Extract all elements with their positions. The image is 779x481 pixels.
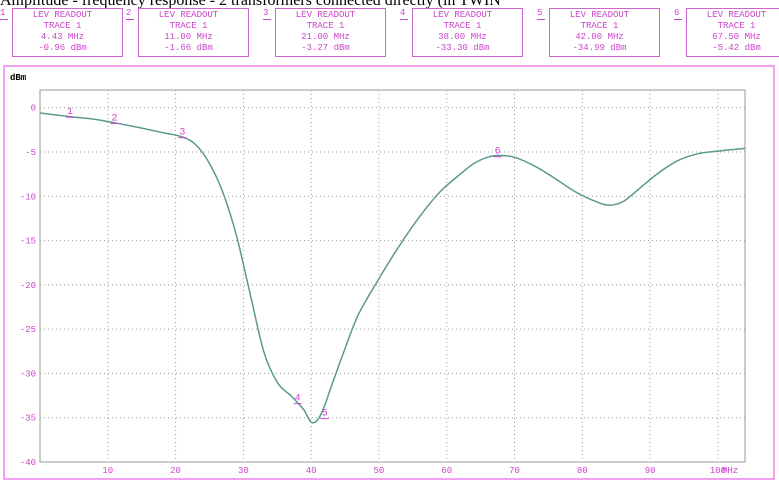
x-tick-label: 100 — [710, 466, 726, 476]
readout-frame — [12, 8, 123, 57]
readout-frame — [275, 8, 386, 57]
y-tick-label: -30 — [20, 369, 36, 379]
y-tick-label: -10 — [20, 192, 36, 202]
x-axis-label: MHz — [722, 466, 738, 476]
y-tick-label: 0 — [31, 104, 36, 114]
y-tick-label: -20 — [20, 281, 36, 291]
readout-marker-underline — [0, 19, 8, 20]
y-tick-label: -5 — [25, 148, 36, 158]
readout-marker-underline — [263, 19, 271, 20]
readout-box-6: 6 LEV READOUT TRACE 1 67.50 MHz -5.42 dBm — [674, 8, 779, 59]
x-tick-label: 60 — [441, 466, 452, 476]
readout-line-2: TRACE 1 — [306, 21, 345, 31]
y-tick-label: -35 — [20, 414, 36, 424]
readout-line-4: -0.96 dBm — [38, 43, 87, 53]
readout-marker-underline — [537, 19, 545, 20]
readout-marker-underline — [400, 19, 408, 20]
readout-line-2: TRACE 1 — [43, 21, 82, 31]
readout-text: LEV READOUT TRACE 1 67.50 MHz -5.42 dBm — [688, 10, 779, 54]
x-tick-label: 70 — [509, 466, 520, 476]
readout-line-3: 38.00 MHz — [438, 32, 487, 42]
readout-line-3: 4.43 MHz — [40, 32, 85, 42]
readout-line-2: TRACE 1 — [169, 21, 208, 31]
readout-marker-number: 1 — [0, 8, 6, 18]
readout-line-2: TRACE 1 — [443, 21, 482, 31]
x-tick-label: 10 — [102, 466, 113, 476]
readout-frame — [138, 8, 249, 57]
readout-text: LEV READOUT TRACE 1 38.00 MHz -33.30 dBm — [414, 10, 511, 54]
readout-marker-underline — [674, 19, 682, 20]
readout-line-4: -34.99 dBm — [572, 43, 627, 53]
readout-marker-number: 5 — [537, 8, 543, 18]
readout-line-3: 42.00 MHz — [575, 32, 624, 42]
readout-text: LEV READOUT TRACE 1 4.43 MHz -0.96 dBm — [14, 10, 111, 54]
marker-label-2: 2 — [112, 113, 118, 124]
readout-text: LEV READOUT TRACE 1 21.00 MHz -3.27 dBm — [277, 10, 374, 54]
chart-title: Amplitude - frequency response - 2 trans… — [0, 0, 501, 9]
x-tick-label: 30 — [238, 466, 249, 476]
readout-marker-underline — [126, 19, 134, 20]
readout-line-1: LEV READOUT — [32, 10, 93, 20]
readout-line-1: LEV READOUT — [295, 10, 356, 20]
readout-line-1: LEV READOUT — [706, 10, 767, 20]
y-tick-label: -15 — [20, 237, 36, 247]
y-tick-label: -25 — [20, 325, 36, 335]
readout-line-4: -33.30 dBm — [435, 43, 490, 53]
readout-box-2: 2 LEV READOUT TRACE 1 11.00 MHz -1.66 dBm — [126, 8, 249, 59]
marker-label-5: 5 — [322, 409, 328, 420]
readout-marker-number: 3 — [263, 8, 269, 18]
readout-frame — [686, 8, 779, 57]
readout-text: LEV READOUT TRACE 1 11.00 MHz -1.66 dBm — [140, 10, 237, 54]
readout-line-1: LEV READOUT — [432, 10, 493, 20]
readout-frame — [412, 8, 523, 57]
readout-line-3: 67.50 MHz — [712, 32, 761, 42]
readout-box-1: 1 LEV READOUT TRACE 1 4.43 MHz -0.96 dBm — [0, 8, 123, 59]
x-tick-label: 90 — [645, 466, 656, 476]
marker-label-6: 6 — [495, 147, 501, 158]
readout-text: LEV READOUT TRACE 1 42.00 MHz -34.99 dBm — [551, 10, 648, 54]
readout-line-4: -3.27 dBm — [301, 43, 350, 53]
readout-box-4: 4 LEV READOUT TRACE 1 38.00 MHz -33.30 dBm — [400, 8, 523, 59]
readout-line-4: -5.42 dBm — [712, 43, 761, 53]
readout-box-3: 3 LEV READOUT TRACE 1 21.00 MHz -3.27 dBm — [263, 8, 386, 59]
plot-border — [39, 89, 746, 463]
x-tick-label: 20 — [170, 466, 181, 476]
y-axis-label: dBm — [10, 73, 27, 83]
readout-marker-number: 2 — [126, 8, 132, 18]
y-tick-label: -40 — [20, 458, 36, 468]
chart-frame — [3, 65, 775, 480]
readout-line-1: LEV READOUT — [158, 10, 219, 20]
readout-marker-number: 6 — [674, 8, 680, 18]
marker-label-1: 1 — [67, 107, 73, 118]
x-tick-label: 40 — [306, 466, 317, 476]
x-tick-label: 80 — [577, 466, 588, 476]
readout-line-2: TRACE 1 — [717, 21, 756, 31]
trace-1-line — [39, 112, 746, 424]
readout-line-1: LEV READOUT — [569, 10, 630, 20]
x-tick-label: 50 — [374, 466, 385, 476]
readout-box-5: 5 LEV READOUT TRACE 1 42.00 MHz -34.99 dBm — [537, 8, 660, 59]
readout-line-2: TRACE 1 — [580, 21, 619, 31]
marker-label-4: 4 — [295, 394, 301, 405]
marker-label-3: 3 — [179, 128, 185, 139]
readout-line-3: 21.00 MHz — [301, 32, 350, 42]
readout-line-4: -1.66 dBm — [164, 43, 213, 53]
readout-frame — [549, 8, 660, 57]
readout-line-3: 11.00 MHz — [164, 32, 213, 42]
readout-marker-number: 4 — [400, 8, 406, 18]
